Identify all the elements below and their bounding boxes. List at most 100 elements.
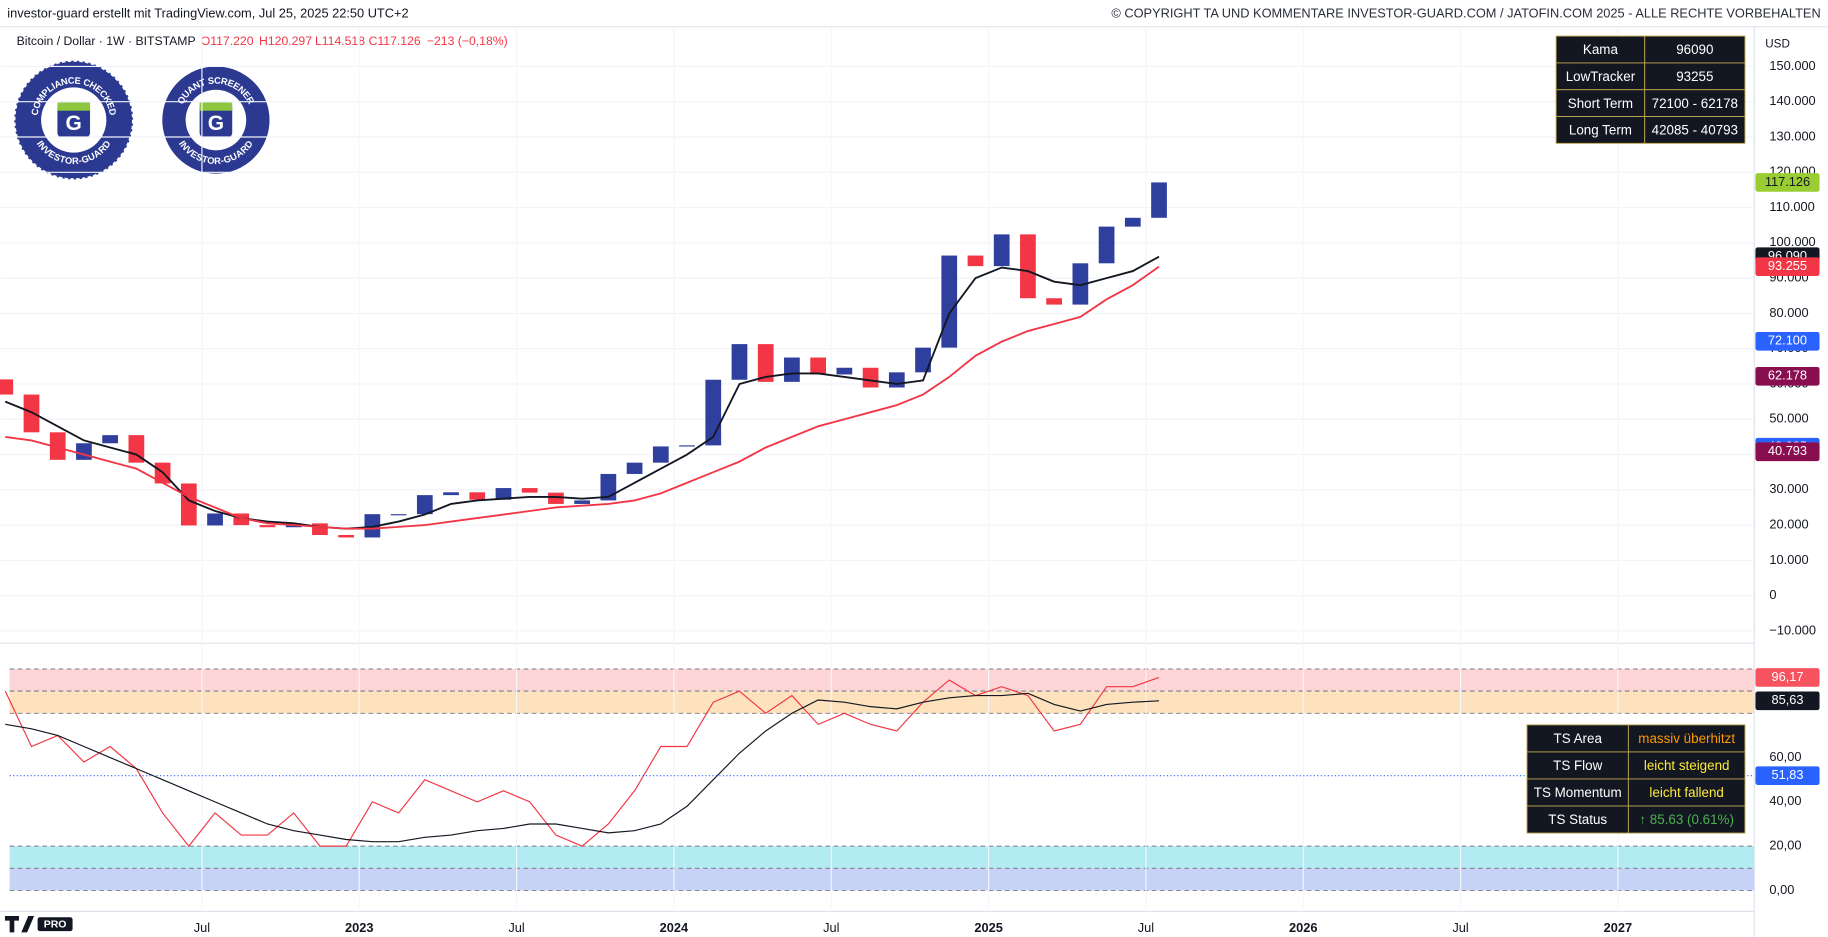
table-cell-text: Short Term: [1568, 96, 1633, 111]
candle-body: [338, 534, 355, 538]
candle-body: [207, 513, 223, 526]
table-cell-text: Long Term: [1569, 123, 1632, 138]
candle-body: [1124, 217, 1141, 227]
indicator-tick-label: 0,00: [1769, 882, 1794, 897]
candle-body: [888, 372, 905, 388]
indicator-line: [5, 265, 1160, 530]
candle-body: [102, 435, 119, 444]
candle-body: [49, 432, 66, 460]
tv-logo: PRO: [4, 916, 73, 933]
indicator-line: [5, 692, 1160, 843]
price-tick-label: 10.000: [1769, 552, 1808, 567]
table-cell-text: TS Flow: [1553, 758, 1602, 773]
time-tick-label: 2027: [1604, 920, 1632, 935]
candle-body: [443, 492, 459, 496]
table-cell: [1644, 62, 1746, 91]
price-tick-label: 110.000: [1769, 199, 1814, 214]
price-tag: [1755, 173, 1820, 192]
candle-body: [1020, 234, 1036, 299]
table-cell-text: massiv überhitzt: [1638, 731, 1735, 746]
indicator-band: [9, 846, 1755, 869]
indicator-line: [4, 255, 1160, 530]
candle-body: [1151, 182, 1167, 218]
table-cell-text: ↑ 85.63 (0.61%): [1639, 812, 1734, 827]
candle-body: [233, 513, 250, 526]
candle-body: [495, 488, 512, 500]
candle-body: [1098, 226, 1115, 264]
candle-body: [76, 443, 92, 460]
time-tick-label: 2024: [660, 920, 689, 935]
candle-body: [810, 357, 827, 375]
candle-body: [364, 514, 381, 538]
candle-body: [1046, 298, 1063, 305]
indicator-tick-label: 60,00: [1769, 749, 1801, 764]
logo-letter: G: [66, 112, 82, 135]
logo-letter: G: [208, 112, 224, 135]
time-tick-label: Jul: [1452, 920, 1468, 935]
candle-body: [23, 394, 40, 433]
candle-body: [993, 234, 1010, 267]
indicator-band: [9, 868, 1755, 891]
symbol-high: H120.297: [259, 34, 312, 48]
price-tag: [1755, 691, 1820, 711]
table-cell-text: leicht fallend: [1649, 785, 1723, 800]
table-cell: [1627, 724, 1746, 753]
candle-body: [469, 492, 486, 500]
price-tick-label: 20.000: [1769, 517, 1808, 532]
candle-body: [574, 500, 591, 504]
table-cell: [1555, 62, 1646, 91]
price-tick-label: 130.000: [1769, 128, 1815, 143]
indicator-band: [9, 668, 1755, 692]
indicator-band: [9, 691, 1755, 714]
header-right: © COPYRIGHT TA UND KOMMENTARE INVESTOR-G…: [1111, 5, 1820, 20]
candle-body: [836, 367, 853, 375]
indicator-tick-label: 40,00: [1769, 793, 1801, 808]
time-tick-label: Jul: [508, 920, 524, 935]
table-cell-text: 42085 - 40793: [1652, 123, 1738, 138]
table-cell-text: LowTracker: [1566, 69, 1636, 84]
candle-body: [941, 255, 958, 348]
candle-body: [312, 523, 328, 535]
price-tick-label: 30.000: [1769, 481, 1808, 496]
price-tick-label: 80.000: [1769, 305, 1808, 320]
candle-body: [652, 446, 669, 463]
table-cell-text: TS Momentum: [1534, 785, 1622, 800]
price-tag-label: 40.793: [1768, 443, 1807, 458]
table-cell-text: Kama: [1583, 42, 1619, 57]
time-tick-label: 2023: [345, 920, 373, 935]
table-cell: [1644, 35, 1746, 64]
price-tag-label: 85,63: [1771, 692, 1803, 707]
price-tick-label: −10.000: [1769, 622, 1816, 637]
candle-body: [180, 483, 197, 526]
price-tag-label: 96,17: [1771, 669, 1803, 684]
table-cell: [1644, 116, 1746, 144]
indicator-line: [4, 676, 1160, 848]
price-tick-label: 0: [1769, 587, 1776, 602]
price-tag: [1755, 257, 1820, 276]
price-tick-label: 140.000: [1769, 93, 1815, 108]
table-cell-text: TS Area: [1554, 731, 1603, 746]
table-cell-text: 96090: [1676, 42, 1713, 57]
price-tick-label: 50.000: [1769, 411, 1808, 426]
price-tick-label: 100.000: [1769, 234, 1815, 249]
symbol-name: Bitcoin / Dollar · 1W · BITSTAMP: [17, 34, 196, 48]
table-cell: [1555, 35, 1646, 64]
table-cell-text: 72100 - 62178: [1652, 96, 1738, 111]
candle-body: [626, 462, 643, 474]
candle-body: [259, 525, 276, 528]
candle-body: [731, 344, 748, 380]
candle-body: [416, 495, 433, 515]
time-tick-label: 2026: [1289, 920, 1317, 935]
candle-body: [548, 492, 564, 504]
symbol-change: −213 (−0,18%): [427, 34, 508, 48]
table-cell-text: leicht steigend: [1644, 758, 1730, 773]
candle-body: [915, 347, 931, 373]
price-tag: [1755, 331, 1820, 351]
tv-pro-label: PRO: [44, 920, 67, 931]
symbol-low: L114.518: [315, 34, 365, 48]
header-left: investor-guard erstellt mit TradingView.…: [7, 5, 408, 20]
time-tick-label: 2025: [974, 920, 1002, 935]
price-tag-label: 93.255: [1768, 258, 1807, 273]
